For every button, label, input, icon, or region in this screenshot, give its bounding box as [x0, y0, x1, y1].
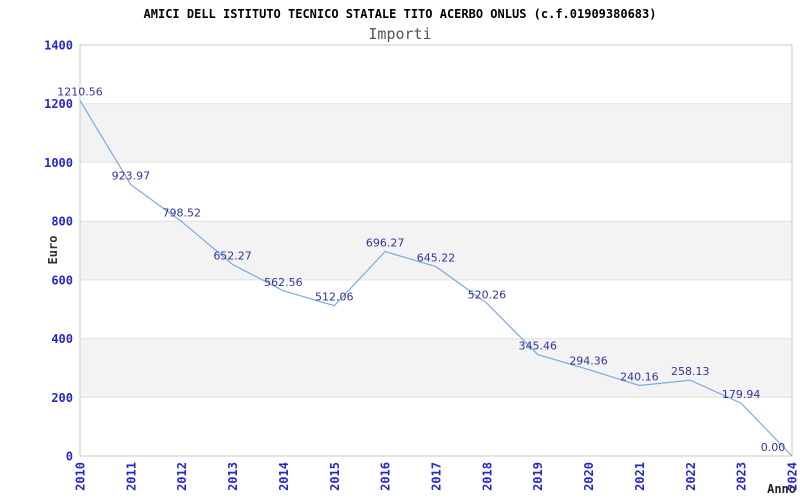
point-value-label: 345.46: [518, 340, 557, 353]
plot-band: [80, 338, 792, 398]
point-value-label: 0.00: [761, 441, 786, 454]
point-value-label: 240.16: [620, 370, 659, 383]
point-value-label: 258.13: [671, 365, 710, 378]
y-tick-label: 800: [51, 215, 73, 229]
plot-band: [80, 221, 792, 280]
x-tick-label: 2016: [379, 462, 393, 491]
x-tick-label: 2011: [124, 462, 138, 491]
data-line: [79, 100, 793, 457]
point-value-label: 179.94: [722, 388, 761, 401]
y-tick-label: 0: [66, 450, 73, 464]
chart-subtitle: Importi: [368, 25, 432, 43]
x-tick-label: 2019: [531, 462, 545, 491]
y-tick-label: 200: [51, 391, 73, 405]
x-tick-label: 2018: [480, 462, 494, 491]
x-tick-label: 2024: [786, 462, 800, 491]
point-value-label: 512.06: [315, 291, 354, 304]
point-value-label: 798.52: [162, 207, 201, 220]
x-tick-label: 2010: [74, 462, 88, 491]
y-tick-label: 1400: [44, 39, 73, 53]
chart-title: AMICI DELL ISTITUTO TECNICO STATALE TITO…: [143, 7, 657, 21]
x-tick-label: 2017: [430, 462, 444, 491]
y-tick-label: 1000: [44, 156, 73, 170]
x-tick-label: 2013: [226, 462, 240, 491]
point-value-label: 652.27: [213, 250, 252, 263]
point-value-label: 923.97: [112, 170, 151, 183]
point-value-label: 645.22: [417, 252, 456, 265]
x-tick-label: 2015: [328, 462, 342, 491]
x-tick-label: 2021: [633, 462, 647, 491]
plot-band: [80, 103, 792, 163]
y-tick-label: 1200: [44, 97, 73, 111]
plot-border: [79, 44, 793, 457]
x-tick-label: 2023: [735, 462, 749, 491]
point-value-label: 562.56: [264, 276, 303, 289]
x-tick-label: 2012: [175, 462, 189, 491]
x-tick-label: 2022: [684, 462, 698, 491]
y-tick-label: 400: [51, 332, 73, 346]
x-tick-label: 2014: [277, 462, 291, 491]
point-value-label: 520.26: [468, 288, 507, 301]
x-tick-label: 2020: [582, 462, 596, 491]
point-value-label: 294.36: [569, 355, 608, 368]
y-tick-label: 600: [51, 273, 73, 287]
x-axis-title: Anno: [767, 482, 796, 496]
point-value-label: 696.27: [366, 237, 405, 250]
point-value-label: 1210.56: [57, 86, 103, 99]
